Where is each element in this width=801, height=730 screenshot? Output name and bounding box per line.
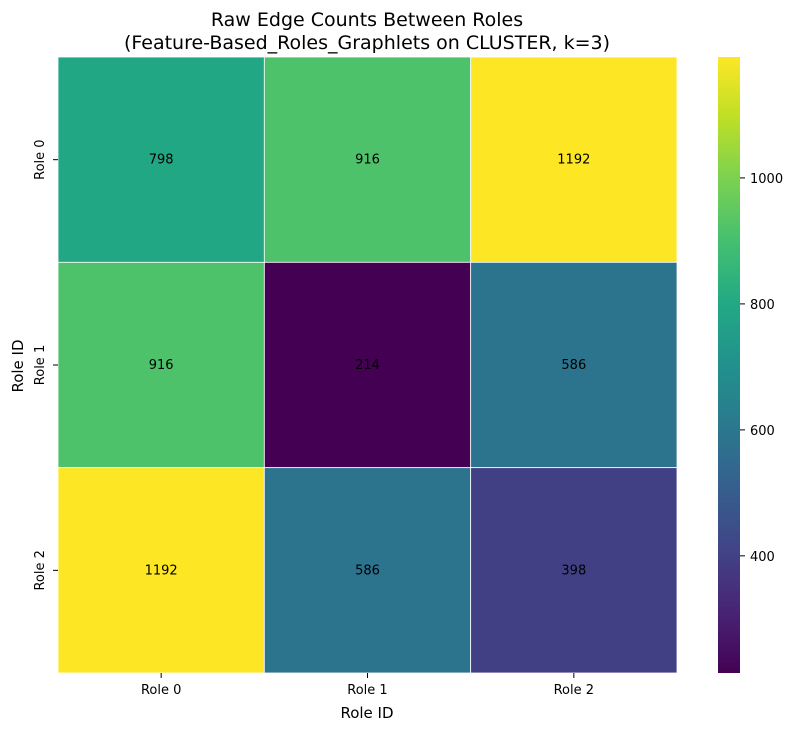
chart-subtitle: (Feature-Based_Roles_Graphlets on CLUSTE…: [124, 32, 610, 54]
colorbar-tick-label: 800: [750, 298, 775, 313]
x-tick-label: Role 1: [347, 683, 387, 698]
heatmap-cell: [263, 56, 472, 263]
heatmap-cell: [470, 56, 678, 263]
y-tick-label: Role 1: [33, 345, 48, 385]
cell-value-label: 214: [355, 358, 380, 373]
heatmap-cell: [57, 261, 265, 469]
heatmap-cells: 798 916 1192 916 214 586 1192 586 398: [57, 56, 678, 674]
colorbar-tick-label: 600: [750, 424, 775, 439]
cell-value-label: 916: [149, 358, 174, 373]
colorbar-tick-label: 1000: [750, 172, 783, 187]
y-axis-label: Role ID: [9, 339, 27, 392]
cell-value-label: 1192: [145, 563, 178, 578]
cell-value-label: 916: [355, 153, 380, 168]
x-axis-label: Role ID: [340, 704, 393, 722]
y-tick-label: Role 0: [33, 139, 48, 179]
y-axis-ticks: Role 0 Role 1 Role 2: [33, 139, 58, 591]
colorbar-tick-label: 400: [750, 550, 775, 565]
cell-value-label: 1192: [557, 153, 590, 168]
heatmap-cell: [57, 56, 265, 263]
cell-value-label: 398: [561, 563, 586, 578]
colorbar-ticks: 400 600 800 1000: [740, 172, 783, 565]
x-tick-label: Role 0: [141, 683, 181, 698]
colorbar: [718, 57, 740, 673]
cell-value-label: 586: [355, 563, 380, 578]
x-tick-label: Role 2: [554, 683, 594, 698]
heatmap-cell: [263, 467, 472, 674]
heatmap-cell: [57, 467, 265, 674]
heatmap-cell: [470, 261, 678, 469]
cell-value-label: 586: [561, 358, 586, 373]
cell-value-label: 798: [149, 153, 174, 168]
x-axis-ticks: Role 0 Role 1 Role 2: [141, 673, 594, 698]
heatmap-cell: [263, 261, 472, 469]
chart-title: Raw Edge Counts Between Roles: [211, 9, 523, 31]
y-tick-label: Role 2: [33, 550, 48, 590]
